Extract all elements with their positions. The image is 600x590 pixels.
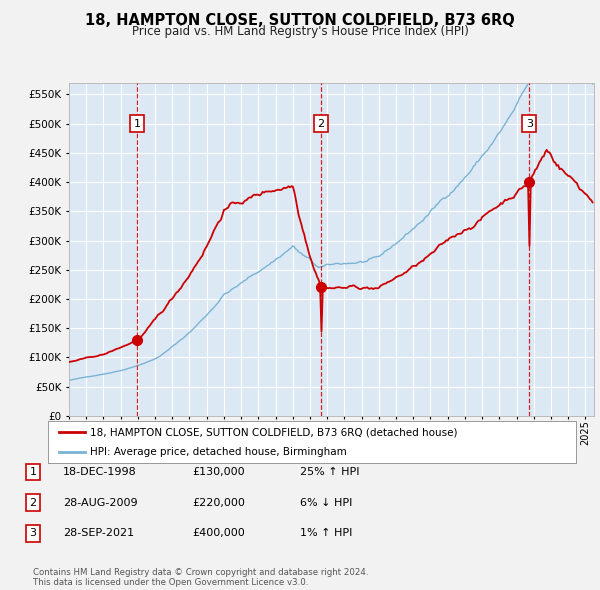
Text: 6% ↓ HPI: 6% ↓ HPI bbox=[300, 498, 352, 507]
Text: 28-SEP-2021: 28-SEP-2021 bbox=[63, 529, 134, 538]
Text: 25% ↑ HPI: 25% ↑ HPI bbox=[300, 467, 359, 477]
Text: 3: 3 bbox=[526, 119, 533, 129]
Text: 2: 2 bbox=[29, 498, 37, 507]
Text: 2: 2 bbox=[317, 119, 325, 129]
Text: Price paid vs. HM Land Registry's House Price Index (HPI): Price paid vs. HM Land Registry's House … bbox=[131, 25, 469, 38]
Text: 28-AUG-2009: 28-AUG-2009 bbox=[63, 498, 137, 507]
Text: 18, HAMPTON CLOSE, SUTTON COLDFIELD, B73 6RQ: 18, HAMPTON CLOSE, SUTTON COLDFIELD, B73… bbox=[85, 13, 515, 28]
Text: 18-DEC-1998: 18-DEC-1998 bbox=[63, 467, 137, 477]
Text: HPI: Average price, detached house, Birmingham: HPI: Average price, detached house, Birm… bbox=[90, 447, 347, 457]
Text: 1: 1 bbox=[134, 119, 140, 129]
Text: 18, HAMPTON CLOSE, SUTTON COLDFIELD, B73 6RQ (detached house): 18, HAMPTON CLOSE, SUTTON COLDFIELD, B73… bbox=[90, 427, 458, 437]
Text: £220,000: £220,000 bbox=[192, 498, 245, 507]
Text: 1: 1 bbox=[29, 467, 37, 477]
Text: 3: 3 bbox=[29, 529, 37, 538]
Text: £400,000: £400,000 bbox=[192, 529, 245, 538]
Text: 1% ↑ HPI: 1% ↑ HPI bbox=[300, 529, 352, 538]
Text: Contains HM Land Registry data © Crown copyright and database right 2024.
This d: Contains HM Land Registry data © Crown c… bbox=[33, 568, 368, 587]
Text: £130,000: £130,000 bbox=[192, 467, 245, 477]
